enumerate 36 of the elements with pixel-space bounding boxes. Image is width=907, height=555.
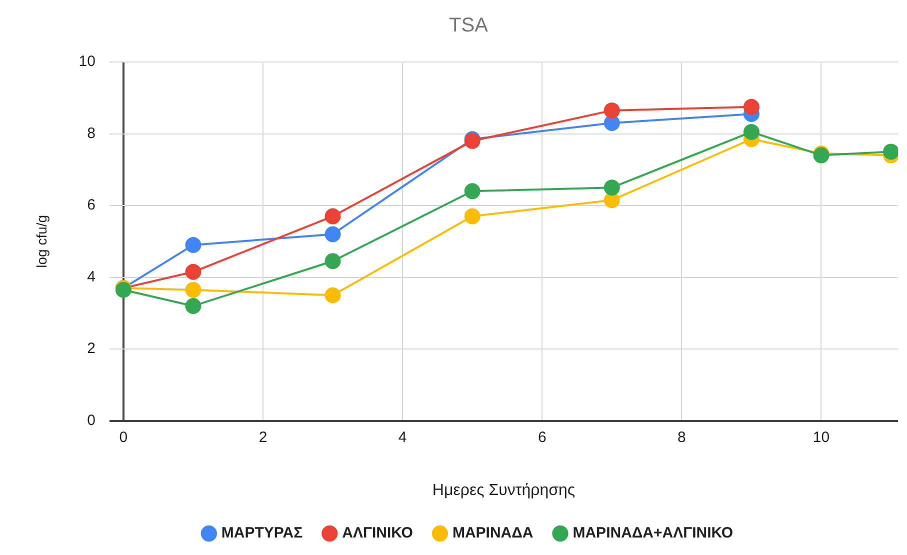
point — [324, 226, 341, 242]
point — [743, 98, 760, 115]
y-tick-label: 8 — [87, 124, 96, 142]
point — [324, 253, 341, 270]
y-tick-label: 4 — [87, 268, 96, 286]
legend-label: ΑΛΓΙΝΙΚΟ — [342, 524, 414, 542]
point — [324, 287, 341, 304]
chart-title: TSA — [449, 14, 489, 37]
point — [604, 114, 620, 131]
point — [604, 192, 620, 208]
legend-label: ΜΑΡΙΝΑΔΑ — [452, 524, 534, 542]
legend-label: ΜΑΡΤΥΡΑΣ — [221, 524, 303, 542]
point — [185, 236, 202, 253]
point — [324, 208, 341, 224]
y-tick-label: 10 — [78, 53, 96, 70]
point — [464, 208, 480, 224]
point — [604, 102, 620, 118]
point — [743, 124, 760, 140]
x-tick-label: 10 — [812, 428, 830, 446]
point — [185, 298, 202, 314]
point — [604, 180, 620, 196]
y-tick-label: 0 — [87, 412, 96, 429]
legend-label: ΜΑΡΙΝΑΔΑ+ΑΛΓΙΝΙΚΟ — [572, 524, 734, 542]
x-tick-label: 0 — [119, 428, 128, 446]
y-axis-title: log cfu/g — [33, 214, 50, 268]
x-tick-label: 6 — [538, 428, 546, 446]
x-axis-title: Ημερες Συντήρησης — [432, 482, 576, 499]
y-tick-label: 6 — [87, 196, 96, 214]
point — [883, 144, 898, 160]
y-tick-label: 2 — [87, 340, 96, 358]
point — [185, 264, 202, 280]
point — [185, 282, 202, 298]
point — [464, 183, 480, 200]
x-tick-label: 2 — [258, 428, 268, 446]
x-tick-label: 8 — [678, 428, 686, 446]
x-tick-label: 4 — [398, 428, 407, 446]
